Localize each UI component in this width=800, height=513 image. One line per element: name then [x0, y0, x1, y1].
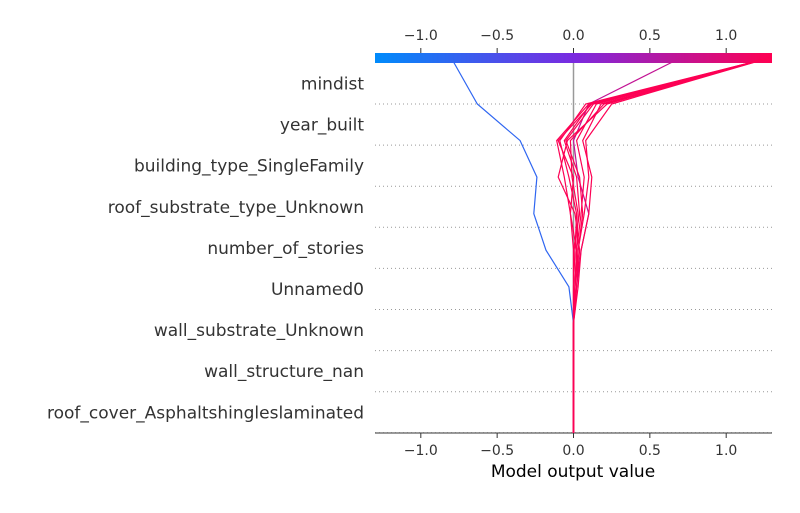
top-tick-label: −0.5	[480, 28, 514, 44]
output-colorbar	[375, 53, 772, 63]
decision-path-11	[569, 57, 770, 433]
axis-layer: −1.0 −0.5 0.0 0.5 1.0 −1.0 −0.5 0.0 0.5 1.0	[375, 28, 772, 459]
feature-label: wall_structure_nan	[204, 362, 364, 382]
decision-path-7	[572, 57, 770, 433]
decision-path-8	[556, 57, 770, 433]
decision-path-0	[450, 57, 575, 433]
decision-path-1	[572, 57, 681, 433]
feature-label: roof_cover_Asphaltshingleslaminated	[47, 403, 364, 423]
feature-label: building_type_SingleFamily	[134, 157, 364, 177]
decision-path-10	[572, 57, 770, 433]
top-tick-label: 0.5	[639, 28, 661, 44]
top-tick-label: 0.0	[562, 28, 584, 44]
decision-path-5	[557, 57, 770, 433]
bottom-tick-label: −0.5	[480, 443, 514, 459]
decision-path-2	[572, 57, 770, 433]
feature-label: number_of_stories	[207, 239, 364, 259]
x-axis-label: Model output value	[491, 462, 655, 482]
decision-path-3	[557, 57, 770, 433]
bottom-tick-label: 1.0	[715, 443, 737, 459]
feature-label: Unnamed0	[271, 280, 364, 300]
feature-label: mindist	[301, 75, 364, 95]
feature-label: year_built	[280, 116, 364, 136]
series-layer	[450, 57, 770, 433]
top-tick-label: 1.0	[715, 28, 737, 44]
top-tick-label: −1.0	[404, 28, 438, 44]
bottom-tick-label: 0.0	[562, 443, 584, 459]
bottom-tick-label: −1.0	[404, 443, 438, 459]
bottom-tick-label: 0.5	[639, 443, 661, 459]
feature-label: roof_substrate_type_Unknown	[108, 198, 364, 218]
feature-label: wall_substrate_Unknown	[154, 321, 364, 341]
label-layer: mindist year_built building_type_SingleFam…	[47, 75, 364, 424]
